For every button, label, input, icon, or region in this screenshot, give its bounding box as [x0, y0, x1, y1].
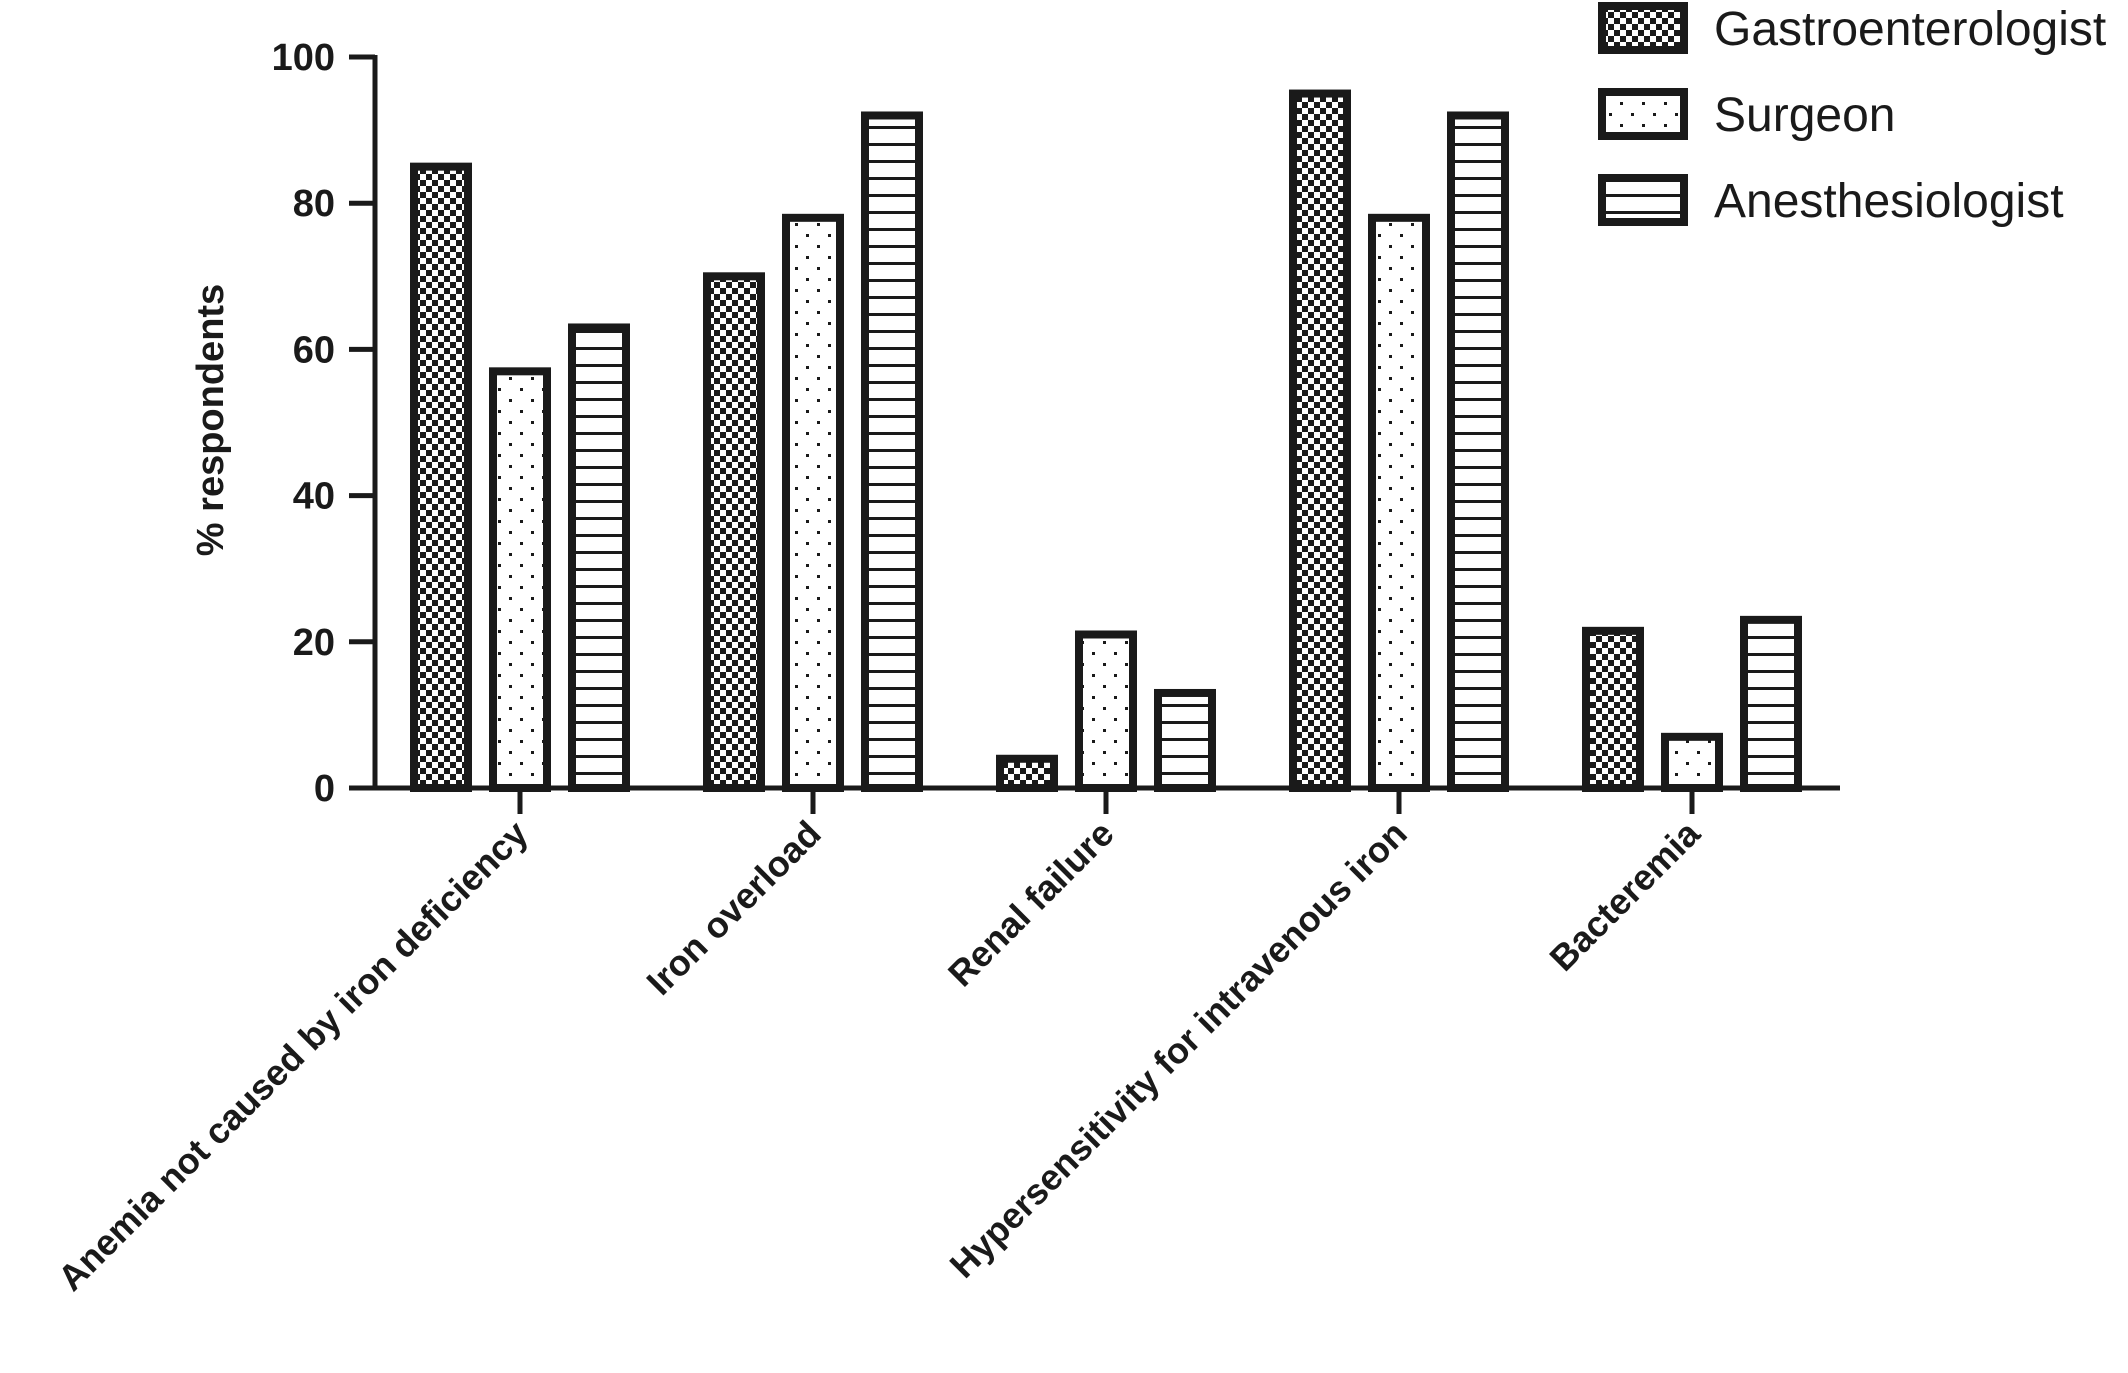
bar-gastroenterologist — [410, 162, 472, 792]
y-tick-label: 100 — [272, 37, 335, 79]
legend-swatch — [1598, 88, 1688, 140]
bar-anesthesiologist — [568, 323, 630, 792]
category-label: Bacteremia — [1541, 812, 1708, 979]
bar-anesthesiologist — [861, 111, 923, 793]
y-tick-label: 20 — [293, 622, 335, 664]
bar-group — [410, 162, 630, 792]
y-tick-label: 40 — [293, 476, 335, 518]
legend-entry: Surgeon — [1598, 88, 1895, 142]
bars — [410, 89, 1802, 793]
y-tick-label: 0 — [314, 768, 335, 810]
category-label: Hypersensitivity for intravenous iron — [941, 813, 1414, 1286]
bar-surgeon — [1075, 630, 1137, 792]
bar-group — [1582, 615, 1802, 793]
legend-entry: Anesthesiologist — [1598, 174, 2064, 228]
y-ticks: 0 20 40 60 80 100 — [272, 37, 375, 810]
y-tick-label: 60 — [293, 329, 335, 371]
legend-label: Gastroenterologist — [1714, 3, 2106, 56]
bar-anesthesiologist — [1447, 111, 1509, 793]
category-labels: Anemia not caused by iron deficiency Iron… — [50, 812, 1709, 1299]
bar-group — [1289, 89, 1509, 793]
legend: Gastroenterologist Surgeon Anesthesiologis… — [1598, 2, 2106, 228]
bar-group — [996, 630, 1216, 793]
bar-gastroenterologist — [1289, 89, 1351, 793]
y-tick-label: 80 — [293, 183, 335, 225]
legend-entry: Gastroenterologist — [1598, 2, 2106, 56]
category-label: Iron overload — [638, 813, 828, 1003]
bar-surgeon — [1661, 732, 1723, 793]
bar-gastroenterologist — [703, 272, 765, 792]
bar-gastroenterologist — [1582, 626, 1644, 793]
x-ticks — [517, 788, 1695, 814]
bar-gastroenterologist — [996, 754, 1058, 793]
bar-anesthesiologist — [1154, 688, 1216, 792]
bar-surgeon — [1368, 213, 1430, 792]
bar-surgeon — [489, 367, 551, 792]
category-label: Renal failure — [940, 813, 1122, 995]
bar-surgeon — [782, 213, 844, 792]
bar-group — [703, 111, 923, 793]
legend-label: Surgeon — [1714, 89, 1895, 142]
legend-swatch — [1598, 2, 1688, 54]
category-label: Anemia not caused by iron deficiency — [50, 813, 536, 1299]
bar-anesthesiologist — [1740, 615, 1802, 792]
legend-label: Anesthesiologist — [1714, 175, 2064, 228]
y-axis-title: % respondents — [190, 284, 232, 556]
legend-swatch — [1598, 174, 1688, 226]
